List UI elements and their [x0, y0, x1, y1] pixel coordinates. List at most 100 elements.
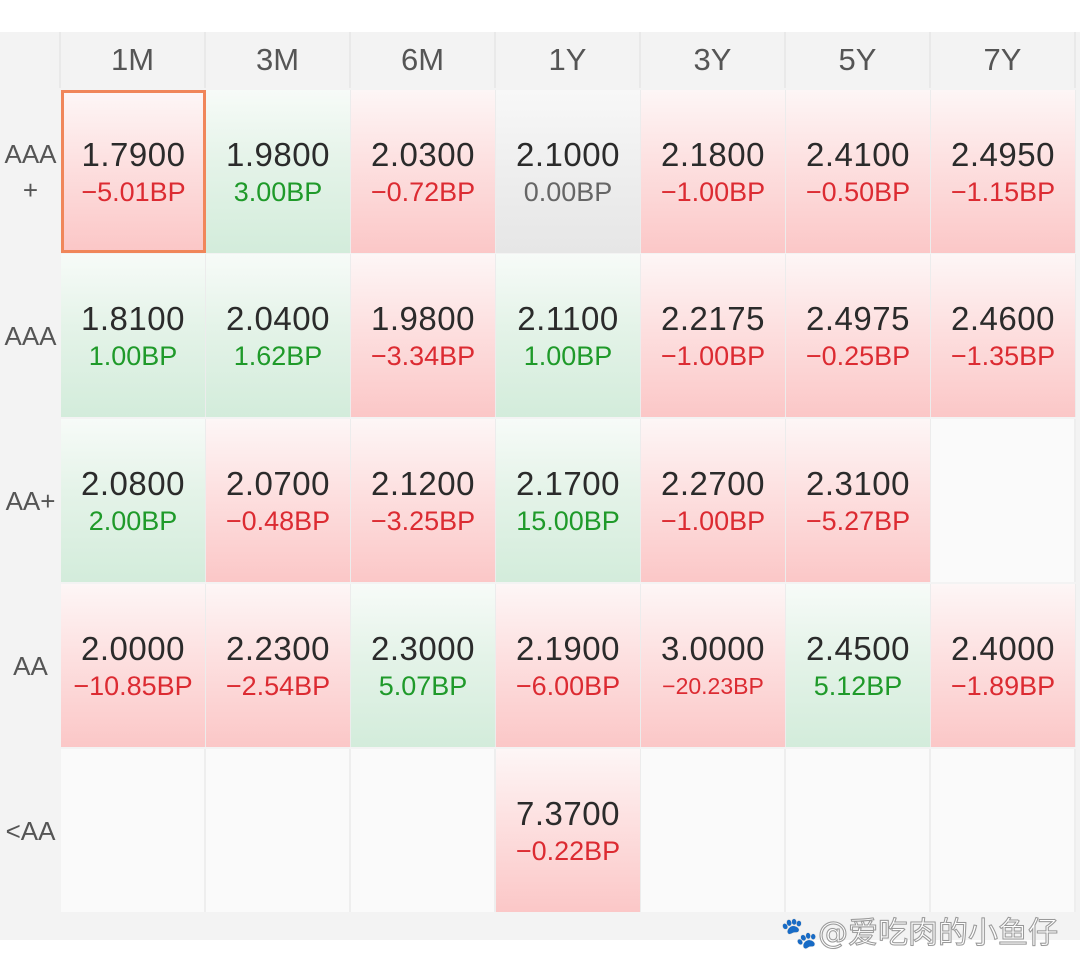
column-header-6m[interactable]: 6M — [351, 32, 496, 88]
yield-cell[interactable]: 2.0400 1.62BP — [206, 254, 351, 417]
yield-cell[interactable]: 2.4500 5.12BP — [786, 584, 931, 747]
yield-value: 1.7900 — [81, 135, 186, 173]
bp-change: −1.00BP — [660, 505, 766, 536]
bp-change: −1.35BP — [950, 340, 1056, 371]
empty-cell[interactable] — [351, 749, 496, 912]
column-header-3y[interactable]: 3Y — [641, 32, 786, 88]
bp-change: −3.25BP — [370, 505, 476, 536]
yield-cell[interactable]: 2.1900 −6.00BP — [496, 584, 641, 747]
bp-change: 1.00BP — [523, 340, 613, 371]
yield-value: 2.1100 — [517, 299, 619, 337]
yield-value: 2.1000 — [516, 135, 620, 173]
yield-value: 2.0000 — [81, 629, 185, 667]
bp-change: −6.00BP — [515, 670, 621, 701]
yield-cell[interactable]: 3.0000 −20.23BP — [641, 584, 786, 747]
empty-cell[interactable] — [786, 749, 931, 912]
bp-change: 5.12BP — [813, 670, 903, 701]
bp-change: −5.27BP — [805, 505, 911, 536]
yield-value: 2.1200 — [371, 464, 475, 502]
yield-cell[interactable]: 2.1800 −1.00BP — [641, 90, 786, 253]
yield-value: 2.4500 — [806, 629, 910, 667]
yield-cell[interactable]: 2.2700 −1.00BP — [641, 419, 786, 582]
bp-change: −1.00BP — [660, 340, 766, 371]
yield-value: 2.0800 — [81, 464, 185, 502]
yield-cell[interactable]: 1.9800 3.00BP — [206, 90, 351, 253]
bp-change: −0.22BP — [515, 835, 621, 866]
bp-change: 5.07BP — [378, 670, 468, 701]
empty-cell[interactable] — [61, 749, 206, 912]
yield-value: 2.1800 — [661, 135, 765, 173]
empty-cell[interactable] — [931, 749, 1076, 912]
bp-change: −0.48BP — [225, 505, 331, 536]
yield-value: 2.3100 — [806, 464, 910, 502]
yield-cell[interactable]: 2.3100 −5.27BP — [786, 419, 931, 582]
column-header-1y[interactable]: 1Y — [496, 32, 641, 88]
bp-change: −0.72BP — [370, 176, 476, 207]
bp-change: −20.23BP — [662, 672, 764, 699]
yield-cell[interactable]: 7.3700 −0.22BP — [496, 749, 641, 912]
yield-cell[interactable]: 2.4950 −1.15BP — [931, 90, 1076, 253]
yield-cell[interactable]: 2.2300 −2.54BP — [206, 584, 351, 747]
column-header-1m[interactable]: 1M — [61, 32, 206, 88]
bp-change: −10.85BP — [73, 670, 193, 701]
bp-change: −2.54BP — [225, 670, 331, 701]
column-header-5y[interactable]: 5Y — [786, 32, 931, 88]
yield-value: 2.3000 — [371, 629, 475, 667]
yield-value: 2.4100 — [806, 135, 910, 173]
yield-cell[interactable]: 1.9800 −3.34BP — [351, 254, 496, 417]
column-header-7y[interactable]: 7Y — [931, 32, 1076, 88]
bp-change: −3.34BP — [370, 340, 476, 371]
bp-change: 15.00BP — [516, 505, 620, 536]
bp-change: −0.25BP — [805, 340, 911, 371]
yield-cell[interactable]: 2.3000 5.07BP — [351, 584, 496, 747]
yield-value: 2.1700 — [516, 464, 620, 502]
yield-value: 2.0700 — [226, 464, 330, 502]
row-label-aa: <AA — [0, 749, 61, 912]
yield-cell[interactable]: 2.0300 −0.72BP — [351, 90, 496, 253]
yield-cell[interactable]: 2.4000 −1.89BP — [931, 584, 1076, 747]
column-header-3m[interactable]: 3M — [206, 32, 351, 88]
yield-cell[interactable]: 2.4600 −1.35BP — [931, 254, 1076, 417]
yield-value: 1.9800 — [371, 299, 475, 337]
yield-value: 2.0400 — [226, 299, 330, 337]
empty-cell[interactable] — [641, 749, 786, 912]
yield-value: 2.4600 — [951, 299, 1055, 337]
yield-cell[interactable]: 1.8100 1.00BP — [61, 254, 206, 417]
yield-matrix: 1M 3M 6M 1Y 3Y 5Y 7Y AAA +1.7900 −5.01BP 1.9800 3… — [0, 32, 1080, 940]
yield-cell[interactable]: 2.1100 1.00BP — [496, 254, 641, 417]
yield-cell[interactable]: 2.2175 −1.00BP — [641, 254, 786, 417]
empty-cell[interactable] — [931, 419, 1076, 582]
yield-cell[interactable]: 2.1200 −3.25BP — [351, 419, 496, 582]
yield-value: 2.1900 — [516, 629, 620, 667]
yield-value: 2.2175 — [661, 299, 765, 337]
row-label-aa: AA — [0, 584, 61, 747]
bp-change: 3.00BP — [233, 176, 323, 207]
bp-change: 1.00BP — [88, 340, 178, 371]
corner-cell — [0, 32, 61, 88]
yield-value: 2.2300 — [226, 629, 330, 667]
yield-cell[interactable]: 2.0800 2.00BP — [61, 419, 206, 582]
row-label-aaa: AAA + — [0, 90, 61, 253]
bp-change: −1.00BP — [660, 176, 766, 207]
yield-cell[interactable]: 2.0000 −10.85BP — [61, 584, 206, 747]
yield-value: 1.8100 — [81, 299, 185, 337]
yield-cell[interactable]: 2.1700 15.00BP — [496, 419, 641, 582]
watermark: 🐾@爱吃肉的小鱼仔 — [780, 916, 1058, 952]
bp-change: 0.00BP — [523, 176, 613, 207]
yield-value: 3.0000 — [661, 629, 765, 667]
yield-value: 2.2700 — [661, 464, 765, 502]
yield-cell[interactable]: 1.7900 −5.01BP — [61, 90, 206, 253]
yield-value: 7.3700 — [516, 794, 620, 832]
yield-value: 2.4950 — [951, 135, 1055, 173]
row-label-aa: AA+ — [0, 419, 61, 582]
yield-value: 1.9800 — [226, 135, 330, 173]
yield-cell[interactable]: 2.1000 0.00BP — [496, 90, 641, 253]
bp-change: −0.50BP — [805, 176, 911, 207]
bp-change: 1.62BP — [233, 340, 323, 371]
yield-cell[interactable]: 2.4100 −0.50BP — [786, 90, 931, 253]
yield-cell[interactable]: 2.0700 −0.48BP — [206, 419, 351, 582]
yield-cell[interactable]: 2.4975 −0.25BP — [786, 254, 931, 417]
tenor-header-row: 1M 3M 6M 1Y 3Y 5Y 7Y — [0, 32, 1080, 88]
bp-change: 2.00BP — [88, 505, 178, 536]
empty-cell[interactable] — [206, 749, 351, 912]
